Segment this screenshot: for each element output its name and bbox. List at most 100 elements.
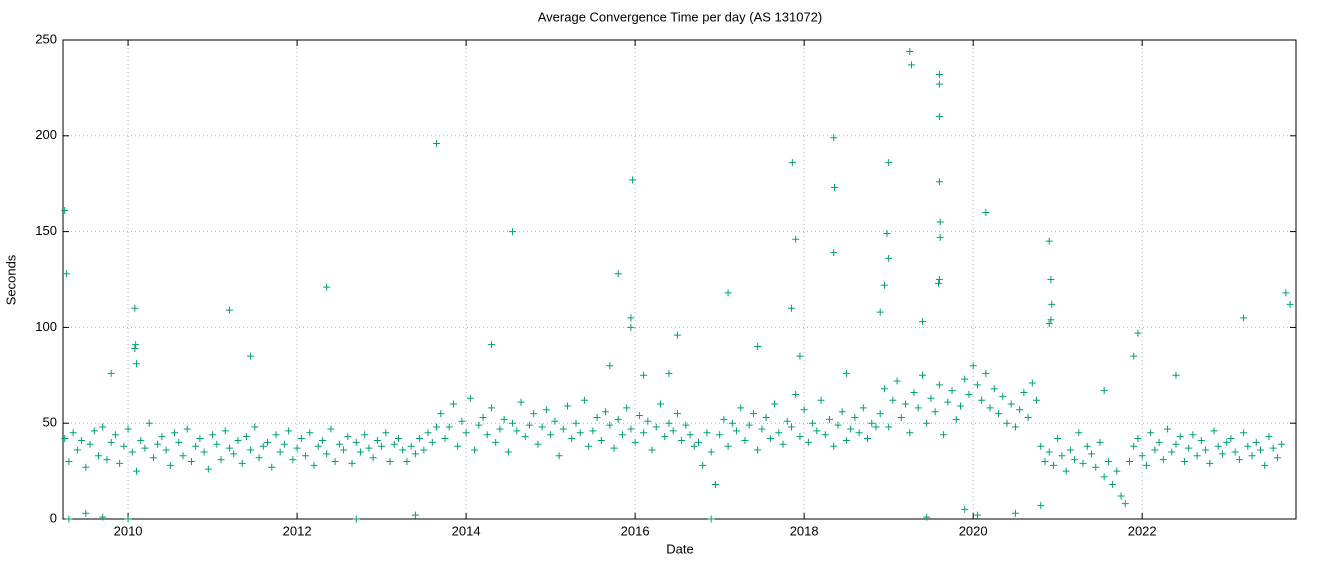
point — [745, 421, 753, 429]
point — [703, 429, 711, 437]
point — [1151, 446, 1159, 454]
point — [61, 207, 69, 215]
point — [1083, 442, 1091, 450]
point — [1278, 440, 1286, 448]
point — [792, 235, 800, 243]
point — [433, 139, 441, 147]
point — [1193, 452, 1201, 460]
point — [902, 400, 910, 408]
point — [610, 444, 618, 452]
point — [716, 431, 724, 439]
point — [1100, 387, 1108, 395]
point — [885, 159, 893, 167]
point — [779, 440, 787, 448]
point — [724, 289, 732, 297]
point — [999, 392, 1007, 400]
point — [149, 454, 157, 462]
point — [699, 461, 707, 469]
point — [585, 442, 593, 450]
point — [1075, 429, 1083, 437]
point — [682, 421, 690, 429]
point — [771, 400, 779, 408]
point — [348, 459, 356, 467]
point — [678, 436, 686, 444]
point — [724, 442, 732, 450]
point — [107, 438, 115, 446]
point — [897, 413, 905, 421]
point — [441, 435, 449, 443]
point — [1172, 371, 1180, 379]
point — [618, 431, 626, 439]
point — [445, 423, 453, 431]
point — [509, 228, 517, 236]
point — [1100, 473, 1108, 481]
point — [868, 419, 876, 427]
point — [982, 369, 990, 377]
point — [580, 396, 588, 404]
point — [1003, 419, 1011, 427]
point — [707, 448, 715, 456]
point — [1244, 442, 1252, 450]
point — [318, 436, 326, 444]
x-tick-label: 2010 — [114, 523, 143, 538]
x-tick-label: 2022 — [1128, 523, 1157, 538]
point — [1240, 314, 1248, 322]
point — [1282, 289, 1290, 297]
point — [652, 423, 660, 431]
point — [872, 423, 880, 431]
point — [1134, 435, 1142, 443]
point — [542, 406, 550, 414]
point — [880, 281, 888, 289]
point — [369, 454, 377, 462]
point — [1047, 276, 1055, 283]
point — [99, 423, 107, 431]
point — [948, 387, 956, 395]
point — [838, 408, 846, 416]
point — [78, 436, 86, 444]
point — [880, 385, 888, 393]
point — [475, 421, 483, 429]
y-tick-label: 200 — [35, 127, 57, 142]
point — [116, 459, 124, 467]
point — [935, 70, 943, 78]
point — [1054, 435, 1062, 443]
point — [1066, 446, 1074, 454]
point — [982, 208, 990, 216]
point — [90, 427, 98, 435]
point — [361, 431, 369, 439]
point — [1235, 456, 1243, 464]
point — [1286, 300, 1294, 308]
point — [154, 440, 162, 448]
point — [686, 431, 694, 439]
point — [728, 419, 736, 427]
point — [936, 233, 944, 241]
x-tick-label: 2012 — [283, 523, 312, 538]
y-axis-label: Seconds — [3, 254, 18, 305]
point — [1011, 509, 1019, 517]
point — [230, 450, 238, 458]
point — [1261, 461, 1269, 469]
point — [411, 450, 419, 458]
point — [644, 417, 652, 425]
point — [923, 513, 931, 521]
point — [1126, 458, 1134, 466]
point — [323, 283, 331, 291]
point — [935, 80, 943, 88]
point — [217, 456, 225, 464]
point — [1172, 440, 1180, 448]
point — [73, 446, 81, 454]
point — [1223, 438, 1231, 446]
point — [386, 458, 394, 466]
point — [910, 389, 918, 397]
point — [830, 134, 838, 142]
point — [978, 396, 986, 404]
point — [521, 433, 529, 441]
point — [1121, 500, 1129, 508]
point — [995, 410, 1003, 418]
point — [766, 435, 774, 443]
point — [428, 438, 436, 446]
point — [133, 360, 141, 368]
point — [973, 381, 981, 389]
point — [754, 343, 762, 351]
point — [137, 436, 145, 444]
